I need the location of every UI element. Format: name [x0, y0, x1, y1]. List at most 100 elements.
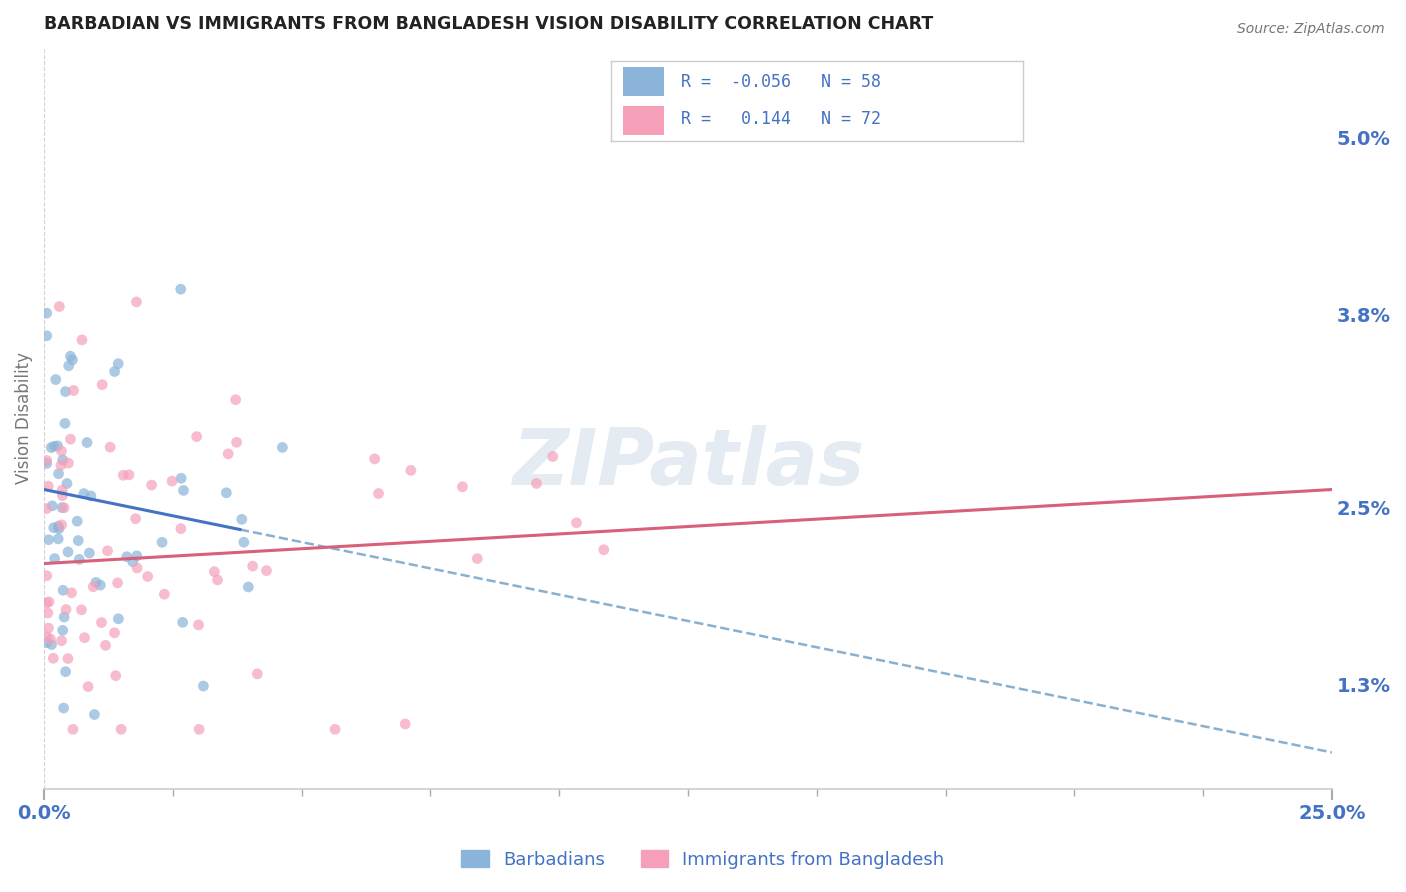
Point	[125, 561, 148, 575]
Point	[115, 549, 138, 564]
Point	[451, 480, 474, 494]
Point	[39, 632, 62, 646]
Point	[49, 458, 72, 473]
Point	[96, 543, 118, 558]
Point	[367, 486, 389, 500]
Point	[59, 349, 82, 363]
Point	[73, 631, 96, 645]
Point	[51, 489, 73, 503]
Point	[55, 384, 77, 399]
Point	[173, 483, 195, 498]
Point	[55, 665, 77, 679]
Point	[98, 440, 121, 454]
Point	[52, 583, 75, 598]
Point	[103, 625, 125, 640]
Point	[217, 447, 239, 461]
Point	[193, 679, 215, 693]
Point	[51, 444, 73, 458]
Point	[136, 569, 159, 583]
Point	[172, 615, 194, 630]
Point	[51, 483, 73, 497]
Point	[56, 651, 79, 665]
Point	[465, 551, 488, 566]
Y-axis label: Vision Disability: Vision Disability	[15, 352, 32, 484]
Point	[125, 294, 148, 309]
Text: BARBADIAN VS IMMIGRANTS FROM BANGLADESH VISION DISABILITY CORRELATION CHART: BARBADIAN VS IMMIGRANTS FROM BANGLADESH …	[44, 15, 934, 33]
Point	[44, 551, 66, 566]
Point	[35, 635, 58, 649]
Point	[231, 512, 253, 526]
Point	[39, 441, 62, 455]
Point	[52, 701, 75, 715]
Point	[42, 521, 65, 535]
Point	[59, 432, 82, 446]
Point	[37, 479, 59, 493]
Point	[170, 282, 193, 296]
Point	[271, 441, 294, 455]
Point	[35, 453, 58, 467]
Point	[37, 606, 59, 620]
Point	[41, 499, 63, 513]
Point	[565, 516, 588, 530]
Point	[35, 630, 58, 644]
Point	[35, 306, 58, 320]
Point	[45, 373, 67, 387]
Point	[94, 638, 117, 652]
Text: ZIPatlas: ZIPatlas	[512, 425, 865, 501]
Point	[46, 532, 69, 546]
Point	[246, 666, 269, 681]
Point	[83, 707, 105, 722]
Point	[52, 624, 75, 638]
Point	[160, 474, 183, 488]
Point	[125, 549, 148, 563]
Point	[53, 610, 76, 624]
Point	[67, 533, 90, 548]
Point	[70, 333, 93, 347]
Point	[41, 638, 63, 652]
Point	[104, 364, 127, 378]
Point	[232, 535, 254, 549]
Point	[51, 500, 73, 515]
Point	[399, 463, 422, 477]
Point	[150, 535, 173, 549]
Point	[242, 559, 264, 574]
Point	[73, 486, 96, 500]
Point	[42, 651, 65, 665]
Point	[51, 517, 73, 532]
Point	[53, 417, 76, 431]
Point	[90, 615, 112, 630]
Point	[170, 471, 193, 485]
Point	[89, 578, 111, 592]
Point	[48, 467, 70, 481]
Point	[238, 580, 260, 594]
Point	[70, 603, 93, 617]
Point	[51, 633, 73, 648]
Point	[48, 300, 70, 314]
Point	[56, 476, 79, 491]
Point	[79, 546, 101, 560]
Point	[46, 439, 69, 453]
Point	[58, 456, 80, 470]
Point	[104, 668, 127, 682]
Point	[35, 568, 58, 582]
Point	[124, 512, 146, 526]
Point	[82, 580, 104, 594]
Point	[56, 545, 79, 559]
Point	[188, 723, 211, 737]
Point	[48, 519, 70, 533]
Point	[202, 565, 225, 579]
Point	[35, 328, 58, 343]
Point	[48, 522, 70, 536]
Point	[91, 377, 114, 392]
Point	[207, 573, 229, 587]
Point	[215, 485, 238, 500]
Point	[121, 555, 143, 569]
Point	[84, 575, 107, 590]
Point	[153, 587, 176, 601]
Point	[62, 352, 84, 367]
Point	[58, 359, 80, 373]
Point	[323, 723, 346, 737]
Point	[38, 533, 60, 547]
Point	[52, 453, 75, 467]
Point	[592, 542, 614, 557]
